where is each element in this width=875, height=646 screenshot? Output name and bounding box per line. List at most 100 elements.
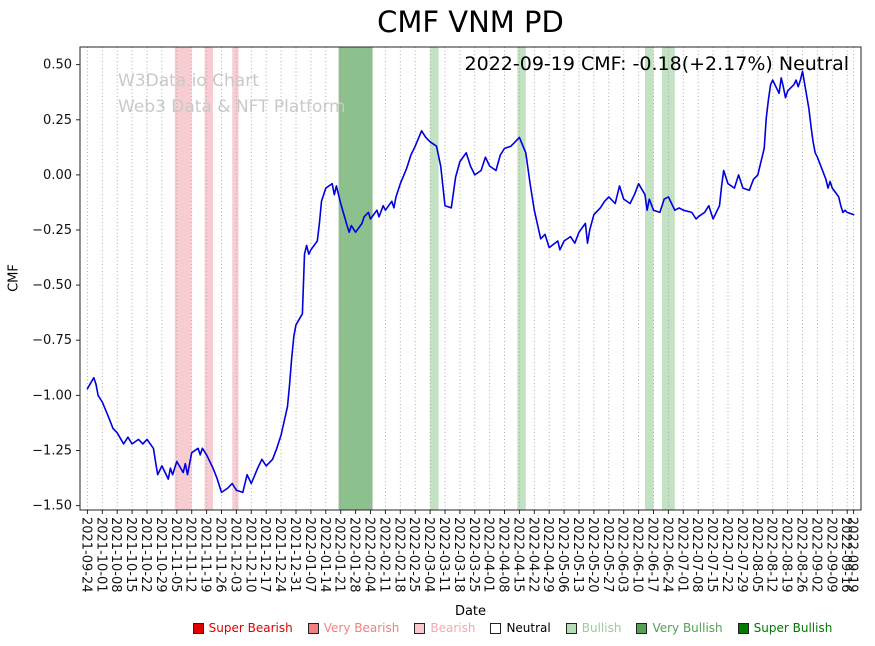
x-tick-label: 2022-06-03 — [615, 517, 630, 593]
legend-label: Neutral — [506, 621, 551, 635]
legend-item-bearish: Bearish — [414, 621, 475, 635]
x-tick-label: 2022-01-07 — [302, 517, 317, 593]
signal-band-bearish — [174, 47, 192, 510]
watermark-line2: Web3 Data & NFT Platform — [118, 97, 346, 117]
x-tick-label: 2022-04-22 — [525, 517, 540, 593]
x-tick-label: 2022-07-15 — [704, 517, 719, 593]
x-tick-label: 2021-10-15 — [123, 517, 138, 593]
legend-item-bullish: Bullish — [565, 621, 622, 635]
x-tick-label: 2022-01-21 — [332, 517, 347, 593]
y-tick-label: −0.25 — [32, 223, 72, 238]
plot-border — [79, 46, 862, 511]
x-tick-label: 2022-08-19 — [779, 517, 794, 593]
x-tick-label: 2021-12-10 — [242, 517, 257, 593]
x-tick-label: 2021-12-03 — [227, 517, 242, 593]
chart-title: CMF VNM PD — [377, 5, 564, 39]
x-tick-label: 2022-08-05 — [749, 517, 764, 593]
x-tick-label: 2022-08-12 — [764, 517, 779, 593]
x-tick-label: 2021-12-24 — [272, 517, 287, 593]
signal-band-bullish — [645, 47, 654, 510]
x-tick-label: 2022-03-11 — [436, 517, 451, 593]
signal-band-bullish — [517, 47, 526, 510]
legend-label: Very Bearish — [323, 621, 400, 635]
x-axis-label: Date — [454, 604, 487, 619]
x-tick-label: 2021-11-12 — [183, 517, 198, 593]
x-tick-label: 2022-05-27 — [600, 517, 615, 593]
legend-label: Very Bullish — [652, 621, 723, 635]
x-tick-label: 2022-05-06 — [555, 517, 570, 593]
legend-swatch-super-bullish — [737, 622, 749, 634]
legend-item-super-bearish: Super Bearish — [192, 621, 293, 635]
x-tick-label: 2022-05-13 — [570, 517, 585, 593]
signal-legend: Super Bearish Very Bearish Bearish Neutral B… — [150, 621, 875, 635]
legend-item-very-bearish: Very Bearish — [307, 621, 400, 635]
x-tick-label: 2022-06-24 — [659, 517, 674, 593]
legend-item-neutral: Neutral — [490, 621, 551, 635]
x-tick-label: 2022-02-18 — [391, 517, 406, 593]
watermark: W3Data.io Chart Web3 Data & NFT Platform — [118, 68, 346, 120]
x-tick-label: 2021-10-08 — [108, 517, 123, 593]
legend-swatch-very-bearish — [307, 622, 319, 634]
legend-swatch-neutral — [490, 622, 502, 634]
x-tick-label: 2021-11-05 — [168, 517, 183, 593]
x-tick-label: 2022-04-01 — [481, 517, 496, 593]
signal-band-bullish — [430, 47, 439, 510]
x-tick-label: 2022-02-04 — [362, 517, 377, 593]
legend-swatch-very-bullish — [636, 622, 648, 634]
y-tick-label: −0.50 — [32, 278, 72, 293]
x-tick-label: 2021-10-22 — [138, 517, 153, 593]
x-tick-label: 2022-09-02 — [808, 517, 823, 593]
x-tick-label: 2022-07-08 — [689, 517, 704, 593]
y-tick-label: −1.00 — [32, 388, 72, 403]
legend-swatch-bullish — [565, 622, 577, 634]
signal-band-bearish — [204, 47, 213, 510]
x-tick-label: 2022-07-29 — [734, 517, 749, 593]
x-tick-label: 2022-08-26 — [794, 517, 809, 593]
x-tick-label: 2021-10-29 — [153, 517, 168, 593]
x-tick-label: 2022-09-16 — [838, 517, 853, 593]
x-tick-label: 2022-03-18 — [451, 517, 466, 593]
y-tick-label: 0.25 — [43, 113, 72, 128]
legend-label: Bearish — [430, 621, 476, 635]
legend-label: Bullish — [581, 621, 622, 635]
y-tick-label: 0.50 — [43, 58, 72, 73]
x-tick-label: 2022-04-08 — [496, 517, 511, 593]
legend-label: Super Bullish — [753, 621, 833, 635]
cmf-line-series — [86, 70, 855, 494]
y-tick-label: −1.25 — [32, 444, 72, 459]
y-axis-label: CMF — [6, 264, 22, 292]
legend-swatch-super-bearish — [192, 622, 204, 634]
legend-item-super-bullish: Super Bullish — [737, 621, 833, 635]
x-tick-label: 2022-04-15 — [510, 517, 525, 593]
x-tick-label: 2022-09-09 — [823, 517, 838, 593]
x-tick-label: 2022-03-04 — [421, 517, 436, 593]
legend-item-very-bullish: Very Bullish — [636, 621, 723, 635]
y-tick-label: −1.50 — [32, 499, 72, 514]
x-tick-label: 2022-07-01 — [674, 517, 689, 593]
x-tick-label: 2022-02-11 — [376, 517, 391, 593]
signal-band-bearish — [232, 47, 239, 510]
legend-swatch-bearish — [414, 622, 426, 634]
latest-value-annotation: 2022-09-19 CMF: -0.18(+2.17%) Neutral — [464, 53, 849, 75]
x-tick-label: 2022-07-22 — [719, 517, 734, 593]
x-tick-label: 2021-12-31 — [287, 517, 302, 593]
x-tick-label: 2021-11-19 — [198, 517, 213, 593]
x-tick-label: 2022-04-29 — [540, 517, 555, 593]
x-tick-label: 2022-01-28 — [347, 517, 362, 593]
x-tick-label: 2022-05-20 — [585, 517, 600, 593]
x-tick-label: 2022-09-19 — [845, 517, 860, 593]
x-tick-label: 2021-09-24 — [78, 517, 93, 593]
x-tick-label: 2022-06-10 — [630, 517, 645, 593]
x-tick-label: 2022-06-17 — [645, 517, 660, 593]
x-tick-label: 2022-02-25 — [406, 517, 421, 593]
x-tick-label: 2021-12-17 — [257, 517, 272, 593]
y-tick-label: −0.75 — [32, 333, 72, 348]
x-tick-label: 2022-01-14 — [317, 517, 332, 593]
x-tick-label: 2021-11-26 — [213, 517, 228, 593]
watermark-line1: W3Data.io Chart — [118, 71, 259, 91]
legend-label: Super Bearish — [208, 621, 293, 635]
y-tick-label: 0.00 — [43, 168, 72, 183]
x-tick-label: 2021-10-01 — [93, 517, 108, 593]
